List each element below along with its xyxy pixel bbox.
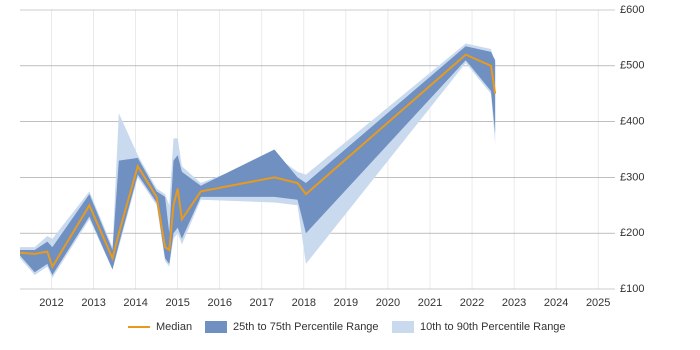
y-tick-label: £200 bbox=[620, 227, 644, 239]
percentile-band bbox=[20, 46, 496, 276]
x-tick-label: 2022 bbox=[460, 297, 484, 309]
legend-swatch bbox=[392, 321, 414, 333]
x-tick-label: 2025 bbox=[586, 297, 610, 309]
x-tick-label: 2012 bbox=[39, 297, 63, 309]
legend-label: Median bbox=[156, 321, 192, 333]
legend-label: 25th to 75th Percentile Range bbox=[233, 321, 379, 333]
x-tick-label: 2019 bbox=[334, 297, 358, 309]
x-tick-label: 2015 bbox=[165, 297, 189, 309]
x-tick-label: 2018 bbox=[292, 297, 316, 309]
x-tick-label: 2020 bbox=[376, 297, 400, 309]
y-tick-label: £100 bbox=[620, 283, 644, 295]
x-tick-label: 2023 bbox=[502, 297, 526, 309]
x-tick-label: 2014 bbox=[123, 297, 147, 309]
x-tick-label: 2013 bbox=[81, 297, 105, 309]
y-tick-label: £500 bbox=[620, 60, 644, 72]
y-tick-label: £400 bbox=[620, 116, 644, 128]
legend-swatch bbox=[205, 321, 227, 333]
y-tick-label: £600 bbox=[620, 4, 644, 16]
median-line bbox=[19, 53, 497, 270]
x-tick-label: 2024 bbox=[544, 297, 568, 309]
legend-label: 10th to 90th Percentile Range bbox=[420, 321, 566, 333]
y-tick-label: £300 bbox=[620, 171, 644, 183]
x-tick-label: 2016 bbox=[207, 297, 231, 309]
x-tick-label: 2017 bbox=[250, 297, 274, 309]
x-tick-label: 2021 bbox=[418, 297, 442, 309]
